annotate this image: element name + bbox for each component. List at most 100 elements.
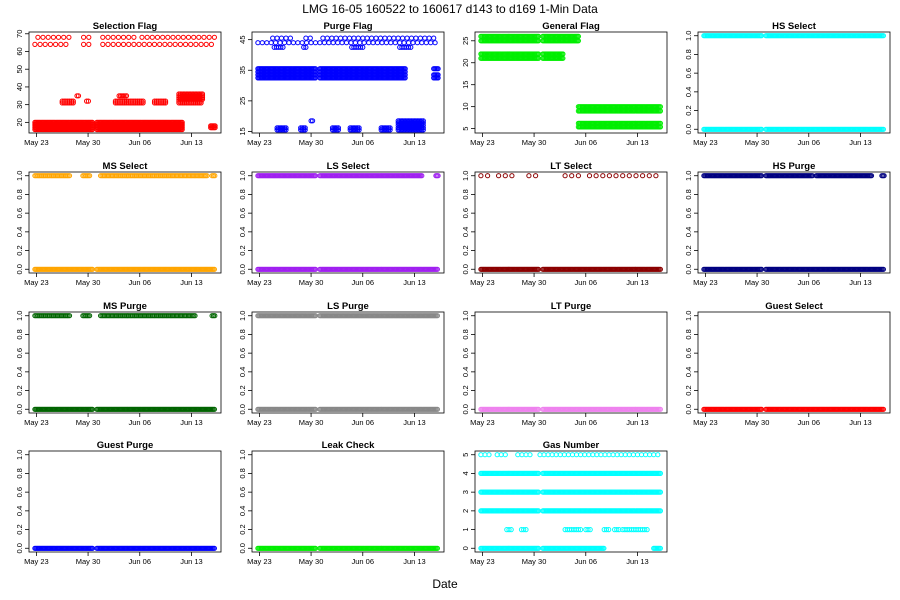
data-points <box>255 313 440 412</box>
data-point <box>268 40 274 46</box>
chart-title: Guest Select <box>765 301 823 312</box>
data-point <box>259 40 265 46</box>
data-point <box>653 173 659 179</box>
data-points <box>32 313 218 412</box>
data-point <box>351 35 357 41</box>
y-tick-label: 0.2 <box>15 385 24 395</box>
data-point <box>201 34 207 40</box>
chart-title: LS Select <box>327 161 371 172</box>
data-point <box>290 40 296 46</box>
data-point <box>646 173 652 179</box>
chart-title: Selection Flag <box>93 21 158 32</box>
data-point <box>397 40 403 46</box>
data-point <box>154 34 161 40</box>
y-tick-label: 0.8 <box>684 49 693 59</box>
data-point <box>379 40 385 46</box>
data-point <box>274 35 280 41</box>
y-tick-label: 0.6 <box>684 68 693 78</box>
y-tick-label: 20 <box>461 59 470 67</box>
data-point <box>533 173 539 179</box>
data-points <box>701 406 887 412</box>
x-tick-label: May 30 <box>76 138 101 147</box>
data-point <box>633 173 639 179</box>
data-point <box>255 40 261 46</box>
x-tick-label: Jun 06 <box>575 138 598 147</box>
y-tick-label: 0.6 <box>684 208 693 218</box>
data-point <box>185 34 192 40</box>
data-point <box>32 41 38 48</box>
data-point <box>86 41 92 48</box>
y-tick-label: 0.2 <box>461 385 470 395</box>
y-tick-label: 0.8 <box>684 189 693 199</box>
chart-title: Purge Flag <box>323 21 372 32</box>
x-tick-label: May 23 <box>24 418 49 427</box>
y-tick-label: 0.0 <box>461 264 470 274</box>
data-point <box>42 41 48 48</box>
data-point <box>391 35 397 41</box>
data-point <box>160 34 166 40</box>
data-point <box>50 34 57 40</box>
x-tick-label: May 23 <box>24 138 49 147</box>
x-tick-label: May 30 <box>299 138 324 147</box>
data-point <box>432 40 438 46</box>
y-tick-label: 0.2 <box>15 245 24 255</box>
y-tick-label: 60 <box>15 47 24 55</box>
y-tick-label: 0.0 <box>684 124 693 134</box>
y-tick-label: 15 <box>238 127 247 135</box>
x-tick-label: May 30 <box>522 278 547 287</box>
data-point <box>55 34 62 40</box>
y-tick-label: 70 <box>15 30 24 38</box>
x-tick-label: May 23 <box>247 418 272 427</box>
data-point <box>53 41 59 48</box>
y-tick-label: 50 <box>15 65 24 73</box>
data-point <box>383 40 389 46</box>
data-point <box>575 173 582 179</box>
data-point <box>193 41 199 48</box>
y-tick-label: 1.0 <box>684 31 693 41</box>
data-point <box>208 41 214 48</box>
y-tick-label: 0.8 <box>684 329 693 339</box>
data-point <box>606 173 613 179</box>
data-point <box>392 40 398 46</box>
data-point <box>324 35 330 41</box>
data-point <box>502 173 508 179</box>
data-point <box>317 40 323 46</box>
data-point <box>278 35 285 41</box>
data-point <box>66 34 72 40</box>
y-tick-label: 25 <box>238 97 247 105</box>
data-point <box>180 34 186 40</box>
data-point <box>270 35 276 41</box>
data-point <box>386 35 392 41</box>
data-point <box>170 34 176 40</box>
x-tick-label: May 23 <box>470 278 495 287</box>
x-tick-label: May 23 <box>247 278 272 287</box>
y-tick-label: 0.4 <box>238 367 247 377</box>
data-point <box>264 40 270 46</box>
data-point <box>326 40 332 46</box>
y-tick-label: 0.2 <box>684 105 693 115</box>
y-tick-label: 1.0 <box>461 171 470 181</box>
data-point <box>295 40 301 46</box>
x-tick-label: Jun 13 <box>626 278 649 287</box>
y-tick-label: 0.4 <box>15 367 24 377</box>
x-tick-label: Jun 13 <box>626 138 649 147</box>
data-point <box>144 34 150 40</box>
x-tick-label: May 30 <box>745 418 770 427</box>
data-point <box>404 35 410 41</box>
x-tick-label: Jun 13 <box>849 138 872 147</box>
data-point <box>400 35 406 41</box>
data-point <box>348 40 354 46</box>
data-points <box>701 173 887 272</box>
data-point <box>329 35 335 41</box>
y-tick-label: 0.2 <box>461 245 470 255</box>
data-point <box>413 35 419 41</box>
data-point <box>496 173 502 179</box>
x-tick-label: Jun 13 <box>180 138 203 147</box>
y-tick-label: 0.0 <box>684 264 693 274</box>
data-point <box>330 40 336 46</box>
